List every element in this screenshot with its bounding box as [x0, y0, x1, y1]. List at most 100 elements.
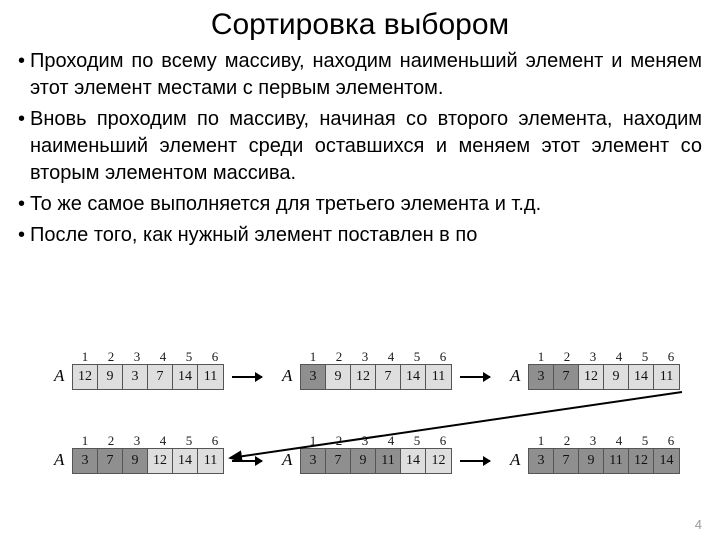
array-cell: 7	[376, 365, 401, 389]
array-cell: 12	[73, 365, 98, 389]
array-cell: 9	[604, 365, 629, 389]
array-cell: 7	[326, 449, 351, 473]
array-cell: 3	[301, 449, 326, 473]
array-cell: 12	[629, 449, 654, 473]
array-cell: 3	[73, 449, 98, 473]
body-text: Проходим по всему массиву, находим наиме…	[0, 48, 720, 249]
index-label: 4	[606, 349, 632, 365]
index-label: 1	[300, 349, 326, 365]
index-label: 3	[580, 349, 606, 365]
index-label: 2	[98, 433, 124, 449]
index-row: 123456	[528, 348, 684, 364]
index-label: 1	[72, 433, 98, 449]
index-label: 5	[632, 349, 658, 365]
index-label: 4	[378, 349, 404, 365]
index-label: 1	[72, 349, 98, 365]
array-label: A	[282, 450, 292, 470]
index-label: 4	[378, 433, 404, 449]
bullet-item: После того, как нужный элемент поставлен…	[18, 222, 702, 249]
array-cell: 3	[529, 449, 554, 473]
arrow-icon	[460, 460, 490, 462]
array-cell: 12	[148, 449, 173, 473]
array-state: A123456371291411	[528, 348, 684, 390]
array-cell: 14	[629, 365, 654, 389]
page-number: 4	[695, 517, 702, 532]
index-label: 6	[430, 433, 456, 449]
arrow-icon	[460, 376, 490, 378]
array-cell: 14	[654, 449, 679, 473]
index-label: 2	[554, 433, 580, 449]
index-label: 1	[300, 433, 326, 449]
index-row: 123456	[300, 348, 456, 364]
bullet-item: Проходим по всему массиву, находим наиме…	[18, 48, 702, 102]
index-label: 3	[352, 349, 378, 365]
array-cell: 11	[604, 449, 629, 473]
array-cell: 9	[326, 365, 351, 389]
index-label: 6	[658, 433, 684, 449]
arrow-icon	[232, 460, 262, 462]
array-state: A123456129371411	[72, 348, 228, 390]
slide: Сортировка выбором Проходим по всему мас…	[0, 0, 720, 540]
index-label: 4	[606, 433, 632, 449]
array-label: A	[282, 366, 292, 386]
array-label: A	[510, 366, 520, 386]
cells-row: 379111214	[528, 448, 680, 474]
index-label: 1	[528, 349, 554, 365]
array-cell: 14	[173, 365, 198, 389]
index-label: 6	[430, 349, 456, 365]
index-label: 2	[554, 349, 580, 365]
array-cell: 14	[173, 449, 198, 473]
index-label: 2	[326, 349, 352, 365]
cells-row: 391271411	[300, 364, 452, 390]
arrow-icon	[232, 376, 262, 378]
array-cell: 12	[579, 365, 604, 389]
array-cell: 9	[98, 365, 123, 389]
index-row: 123456	[72, 432, 228, 448]
array-cell: 7	[148, 365, 173, 389]
array-label: A	[54, 450, 64, 470]
array-cell: 9	[351, 449, 376, 473]
index-label: 6	[202, 433, 228, 449]
index-row: 123456	[72, 348, 228, 364]
array-cell: 11	[654, 365, 679, 389]
array-cell: 9	[579, 449, 604, 473]
index-label: 1	[528, 433, 554, 449]
array-state: A123456379111214	[528, 432, 684, 474]
index-label: 5	[176, 349, 202, 365]
index-label: 5	[632, 433, 658, 449]
cells-row: 379111412	[300, 448, 452, 474]
index-label: 5	[176, 433, 202, 449]
array-cell: 3	[123, 365, 148, 389]
bullet-item: Вновь проходим по массиву, начиная со вт…	[18, 106, 702, 187]
index-label: 3	[580, 433, 606, 449]
array-cell: 14	[401, 449, 426, 473]
array-label: A	[54, 366, 64, 386]
bullet-item: То же самое выполняется для третьего эле…	[18, 191, 702, 218]
array-cell: 3	[301, 365, 326, 389]
array-cell: 11	[426, 365, 451, 389]
array-cell: 11	[198, 449, 223, 473]
array-cell: 7	[98, 449, 123, 473]
array-state: A123456391271411	[300, 348, 456, 390]
index-row: 123456	[300, 432, 456, 448]
index-label: 6	[202, 349, 228, 365]
array-state: A123456379121411	[72, 432, 228, 474]
index-label: 4	[150, 433, 176, 449]
index-label: 4	[150, 349, 176, 365]
array-cell: 9	[123, 449, 148, 473]
index-label: 3	[352, 433, 378, 449]
array-label: A	[510, 450, 520, 470]
cells-row: 371291411	[528, 364, 680, 390]
index-label: 3	[124, 433, 150, 449]
array-cell: 12	[426, 449, 451, 473]
index-label: 2	[98, 349, 124, 365]
array-cell: 11	[198, 365, 223, 389]
array-cell: 11	[376, 449, 401, 473]
page-title: Сортировка выбором	[0, 0, 720, 48]
index-label: 6	[658, 349, 684, 365]
array-cell: 3	[529, 365, 554, 389]
array-cell: 14	[401, 365, 426, 389]
array-cell: 12	[351, 365, 376, 389]
array-cell: 7	[554, 449, 579, 473]
array-cell: 7	[554, 365, 579, 389]
